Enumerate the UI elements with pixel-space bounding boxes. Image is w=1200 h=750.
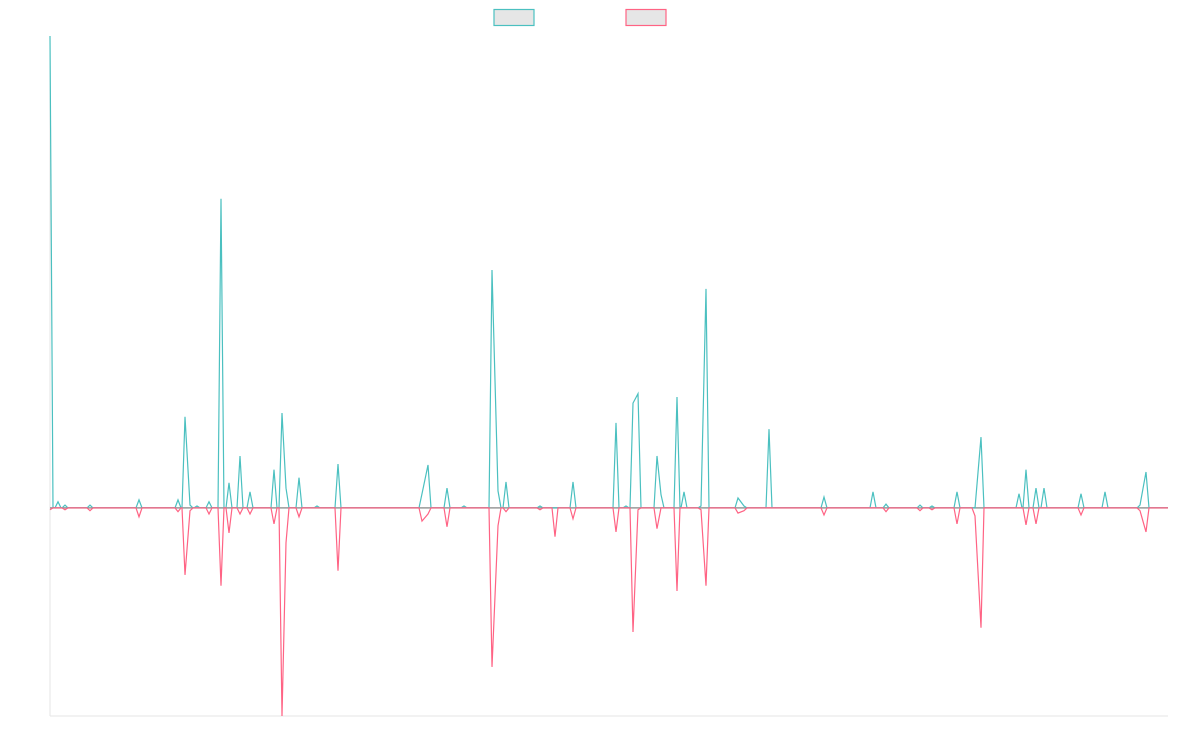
legend-swatch xyxy=(625,8,667,27)
data-line xyxy=(49,507,1168,717)
data-line xyxy=(49,35,1168,509)
legend-swatch xyxy=(493,8,535,27)
